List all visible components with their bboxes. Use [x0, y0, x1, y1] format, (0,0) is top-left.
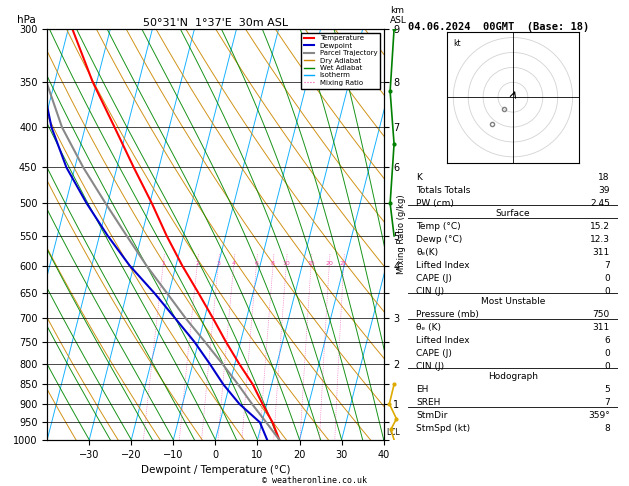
Text: 359°: 359° [588, 411, 610, 420]
Text: 6: 6 [254, 261, 259, 266]
Text: Totals Totals: Totals Totals [416, 186, 470, 195]
Text: 311: 311 [593, 248, 610, 257]
Text: hPa: hPa [17, 15, 36, 25]
Text: Surface: Surface [496, 209, 530, 218]
Text: Lifted Index: Lifted Index [416, 261, 470, 270]
Text: Hodograph: Hodograph [488, 372, 538, 381]
Text: PW (cm): PW (cm) [416, 199, 454, 208]
Text: 20: 20 [325, 261, 333, 266]
Text: kt: kt [454, 39, 461, 48]
Text: 39: 39 [598, 186, 610, 195]
Text: 10: 10 [282, 261, 290, 266]
Text: 15.2: 15.2 [590, 222, 610, 231]
Text: 5: 5 [604, 385, 610, 394]
Text: θₑ(K): θₑ(K) [416, 248, 438, 257]
Text: © weatheronline.co.uk: © weatheronline.co.uk [262, 475, 367, 485]
Text: 0: 0 [604, 349, 610, 358]
Text: 2: 2 [195, 261, 199, 266]
Text: CIN (J): CIN (J) [416, 287, 444, 296]
Text: CAPE (J): CAPE (J) [416, 274, 452, 283]
Text: LCL: LCL [386, 429, 399, 437]
Text: km
ASL: km ASL [391, 6, 408, 25]
Text: StmDir: StmDir [416, 411, 447, 420]
Text: 3: 3 [216, 261, 220, 266]
Text: Lifted Index: Lifted Index [416, 336, 470, 345]
Text: 1: 1 [161, 261, 165, 266]
Text: θₑ (K): θₑ (K) [416, 323, 441, 332]
Text: CIN (J): CIN (J) [416, 362, 444, 371]
Text: 7: 7 [604, 261, 610, 270]
Text: 25: 25 [340, 261, 348, 266]
Text: SREH: SREH [416, 398, 440, 407]
Text: EH: EH [416, 385, 428, 394]
Text: Dewp (°C): Dewp (°C) [416, 235, 462, 244]
Text: 8: 8 [604, 424, 610, 433]
Text: 6: 6 [604, 336, 610, 345]
Title: 50°31'N  1°37'E  30m ASL: 50°31'N 1°37'E 30m ASL [143, 18, 288, 28]
Text: K: K [416, 173, 422, 182]
Text: 12.3: 12.3 [590, 235, 610, 244]
Text: 4: 4 [231, 261, 236, 266]
Text: 2.45: 2.45 [590, 199, 610, 208]
Text: 750: 750 [593, 310, 610, 319]
Text: StmSpd (kt): StmSpd (kt) [416, 424, 470, 433]
Text: 0: 0 [604, 274, 610, 283]
Text: 15: 15 [307, 261, 315, 266]
X-axis label: Dewpoint / Temperature (°C): Dewpoint / Temperature (°C) [141, 465, 290, 475]
Text: 7: 7 [604, 398, 610, 407]
Text: CAPE (J): CAPE (J) [416, 349, 452, 358]
Text: Mixing Ratio (g/kg): Mixing Ratio (g/kg) [397, 195, 406, 274]
Text: 0: 0 [604, 362, 610, 371]
Text: 04.06.2024  00GMT  (Base: 18): 04.06.2024 00GMT (Base: 18) [408, 22, 589, 32]
Legend: Temperature, Dewpoint, Parcel Trajectory, Dry Adiabat, Wet Adiabat, Isotherm, Mi: Temperature, Dewpoint, Parcel Trajectory… [301, 33, 380, 88]
Text: 8: 8 [271, 261, 275, 266]
Text: Pressure (mb): Pressure (mb) [416, 310, 479, 319]
Text: 18: 18 [598, 173, 610, 182]
Text: Temp (°C): Temp (°C) [416, 222, 460, 231]
Text: 0: 0 [604, 287, 610, 296]
Text: Most Unstable: Most Unstable [481, 297, 545, 306]
Text: 311: 311 [593, 323, 610, 332]
